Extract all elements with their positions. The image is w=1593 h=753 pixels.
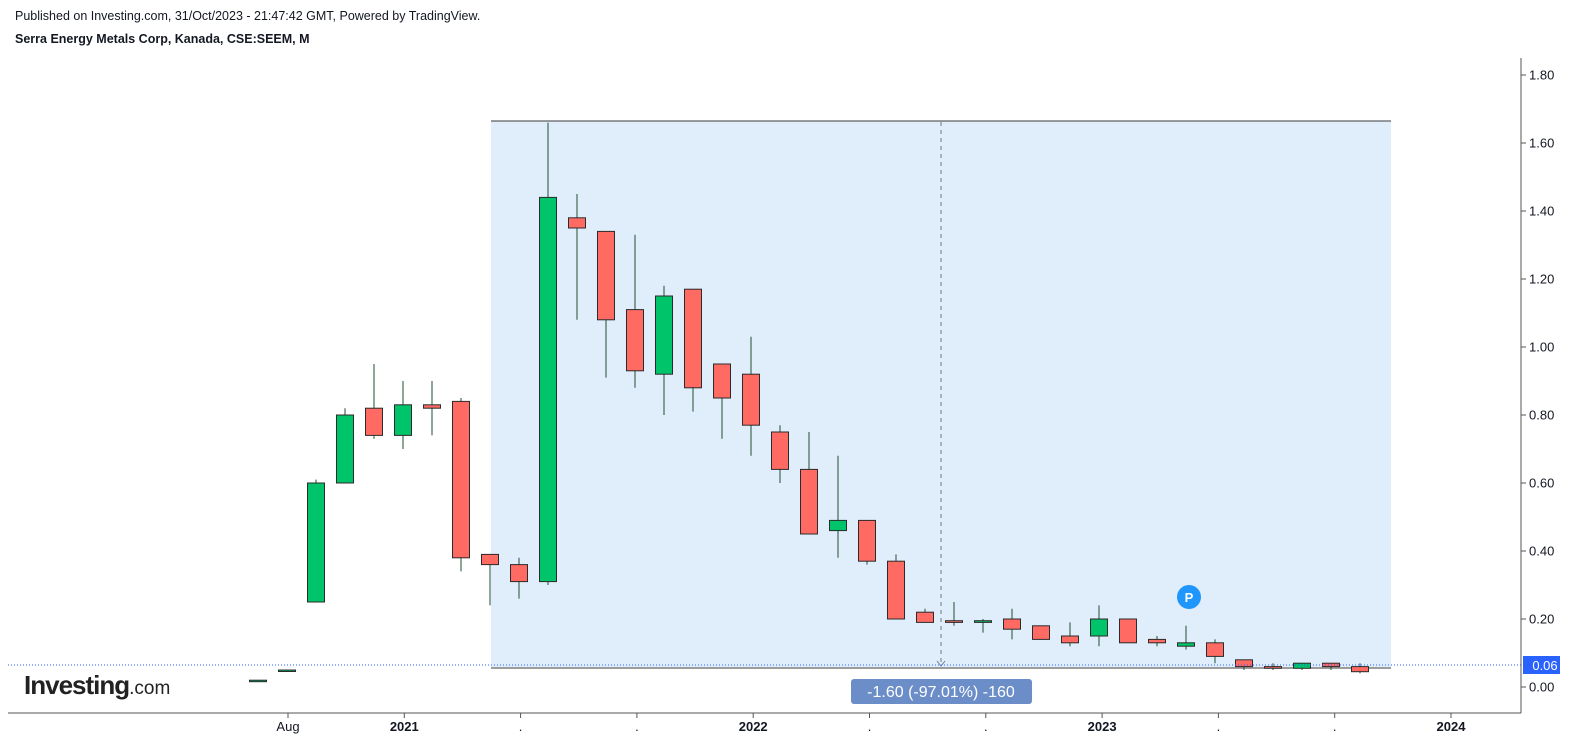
p-marker-icon[interactable] xyxy=(1177,585,1201,609)
candle-down[interactable] xyxy=(771,431,789,470)
candle-down[interactable] xyxy=(1061,635,1079,644)
logo-brand: Investing xyxy=(24,670,130,700)
candle-down[interactable] xyxy=(713,363,731,399)
y-tick-label: 1.80 xyxy=(1529,68,1554,83)
x-tick-dot: . xyxy=(1333,719,1337,734)
y-tick-marks xyxy=(1521,74,1526,688)
candle-down[interactable] xyxy=(1206,642,1224,657)
p-marker-label: P xyxy=(1185,590,1194,605)
y-tick-label: 1.40 xyxy=(1529,204,1554,219)
candle-down[interactable] xyxy=(1148,638,1166,644)
instrument-title: Serra Energy Metals Corp, Kanada, CSE:SE… xyxy=(15,32,310,46)
candle-down[interactable] xyxy=(452,400,470,559)
candle-down[interactable] xyxy=(365,407,383,436)
x-tick-label: 2024 xyxy=(1437,719,1467,734)
candle-up[interactable] xyxy=(249,679,267,683)
candle-down[interactable] xyxy=(626,309,644,372)
y-tick-label: 1.00 xyxy=(1529,340,1554,355)
x-ticks: Aug 2021.. 2022.. 2023.. 2024 xyxy=(276,713,1466,734)
candle-down[interactable] xyxy=(684,288,702,389)
x-tick-dot: . xyxy=(635,719,639,734)
candle-up[interactable] xyxy=(394,404,412,436)
x-tick-dot: . xyxy=(519,719,523,734)
candle-up[interactable] xyxy=(539,196,557,583)
x-tick-label: 2021 xyxy=(390,719,419,734)
published-caption: Published on Investing.com, 31/Oct/2023 … xyxy=(15,9,481,23)
candle-down[interactable] xyxy=(1235,659,1253,668)
x-tick-label: Aug xyxy=(276,719,299,734)
last-price-badge xyxy=(1523,656,1560,674)
candle-down[interactable] xyxy=(597,230,615,321)
candle-up[interactable] xyxy=(1293,662,1311,669)
y-tick-label: 0.00 xyxy=(1529,680,1554,695)
candle-up[interactable] xyxy=(278,669,296,672)
investing-logo: Investing.com xyxy=(24,670,170,701)
y-tick-label: 1.60 xyxy=(1529,136,1554,151)
y-tick-label: 0.60 xyxy=(1529,476,1554,491)
x-tick-dot: . xyxy=(984,719,988,734)
measure-arrow-icon xyxy=(936,660,946,667)
last-price-label: 0.06 xyxy=(1532,658,1557,673)
candle-down[interactable] xyxy=(1003,618,1021,630)
candle-down[interactable] xyxy=(1351,666,1369,673)
candle-up[interactable] xyxy=(829,519,847,532)
candle-up[interactable] xyxy=(1177,642,1195,647)
candle-down[interactable] xyxy=(858,519,876,562)
candle-up[interactable] xyxy=(307,482,325,603)
y-tick-label: 0.20 xyxy=(1529,612,1554,627)
candle-down[interactable] xyxy=(800,468,818,535)
y-tick-label: 0.40 xyxy=(1529,544,1554,559)
candle-down[interactable] xyxy=(423,404,441,409)
candle-up[interactable] xyxy=(974,620,992,623)
y-tick-label: 0.80 xyxy=(1529,408,1554,423)
candle-down[interactable] xyxy=(568,217,586,229)
candle-down[interactable] xyxy=(510,564,528,583)
y-tick-labels: 1.80 1.60 1.40 1.20 1.00 0.80 0.60 0.40 0.20 0.00 xyxy=(1529,68,1554,695)
x-tick-dot: . xyxy=(1217,719,1221,734)
candle-down[interactable] xyxy=(887,560,905,620)
candle-up[interactable] xyxy=(336,414,354,484)
candle-down[interactable] xyxy=(1264,666,1282,669)
candle-up[interactable] xyxy=(655,295,673,375)
candle-down[interactable] xyxy=(1032,625,1050,640)
x-tick-label: 2022 xyxy=(739,719,768,734)
candle-down[interactable] xyxy=(742,373,760,426)
candles-group xyxy=(249,122,1369,683)
candle-down[interactable] xyxy=(1119,618,1137,644)
candle-down[interactable] xyxy=(916,611,934,623)
candle-down[interactable] xyxy=(481,553,499,566)
candle-down[interactable] xyxy=(945,620,963,623)
x-tick-dot: . xyxy=(868,719,872,734)
measure-label: -1.60 (-97.01%) -160 xyxy=(867,684,1015,701)
measure-badge xyxy=(851,679,1032,704)
x-tick-label: 2023 xyxy=(1088,719,1117,734)
logo-suffix: .com xyxy=(129,678,171,699)
candle-up[interactable] xyxy=(1090,618,1108,637)
y-tick-label: 1.20 xyxy=(1529,272,1554,287)
